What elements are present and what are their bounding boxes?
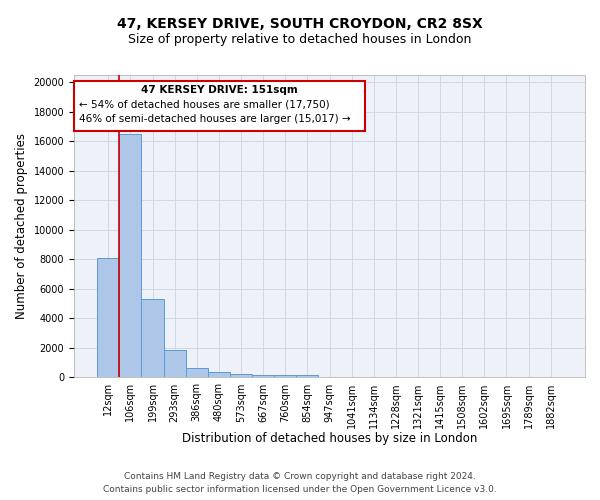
- Text: Size of property relative to detached houses in London: Size of property relative to detached ho…: [128, 32, 472, 46]
- Bar: [274, 375, 296, 378]
- Bar: [252, 374, 274, 378]
- Bar: [230, 374, 252, 378]
- X-axis label: Distribution of detached houses by size in London: Distribution of detached houses by size …: [182, 432, 477, 445]
- Bar: [119, 134, 142, 378]
- Text: Contains HM Land Registry data © Crown copyright and database right 2024.
Contai: Contains HM Land Registry data © Crown c…: [103, 472, 497, 494]
- Bar: [142, 300, 164, 378]
- Bar: [97, 258, 119, 378]
- Text: 46% of semi-detached houses are larger (15,017) →: 46% of semi-detached houses are larger (…: [79, 114, 351, 124]
- Text: 47, KERSEY DRIVE, SOUTH CROYDON, CR2 8SX: 47, KERSEY DRIVE, SOUTH CROYDON, CR2 8SX: [117, 18, 483, 32]
- Bar: [186, 368, 208, 378]
- Text: ← 54% of detached houses are smaller (17,750): ← 54% of detached houses are smaller (17…: [79, 100, 330, 110]
- Text: 47 KERSEY DRIVE: 151sqm: 47 KERSEY DRIVE: 151sqm: [141, 84, 298, 94]
- FancyBboxPatch shape: [74, 81, 365, 131]
- Y-axis label: Number of detached properties: Number of detached properties: [15, 133, 28, 319]
- Bar: [296, 376, 319, 378]
- Bar: [164, 350, 186, 378]
- Bar: [208, 372, 230, 378]
